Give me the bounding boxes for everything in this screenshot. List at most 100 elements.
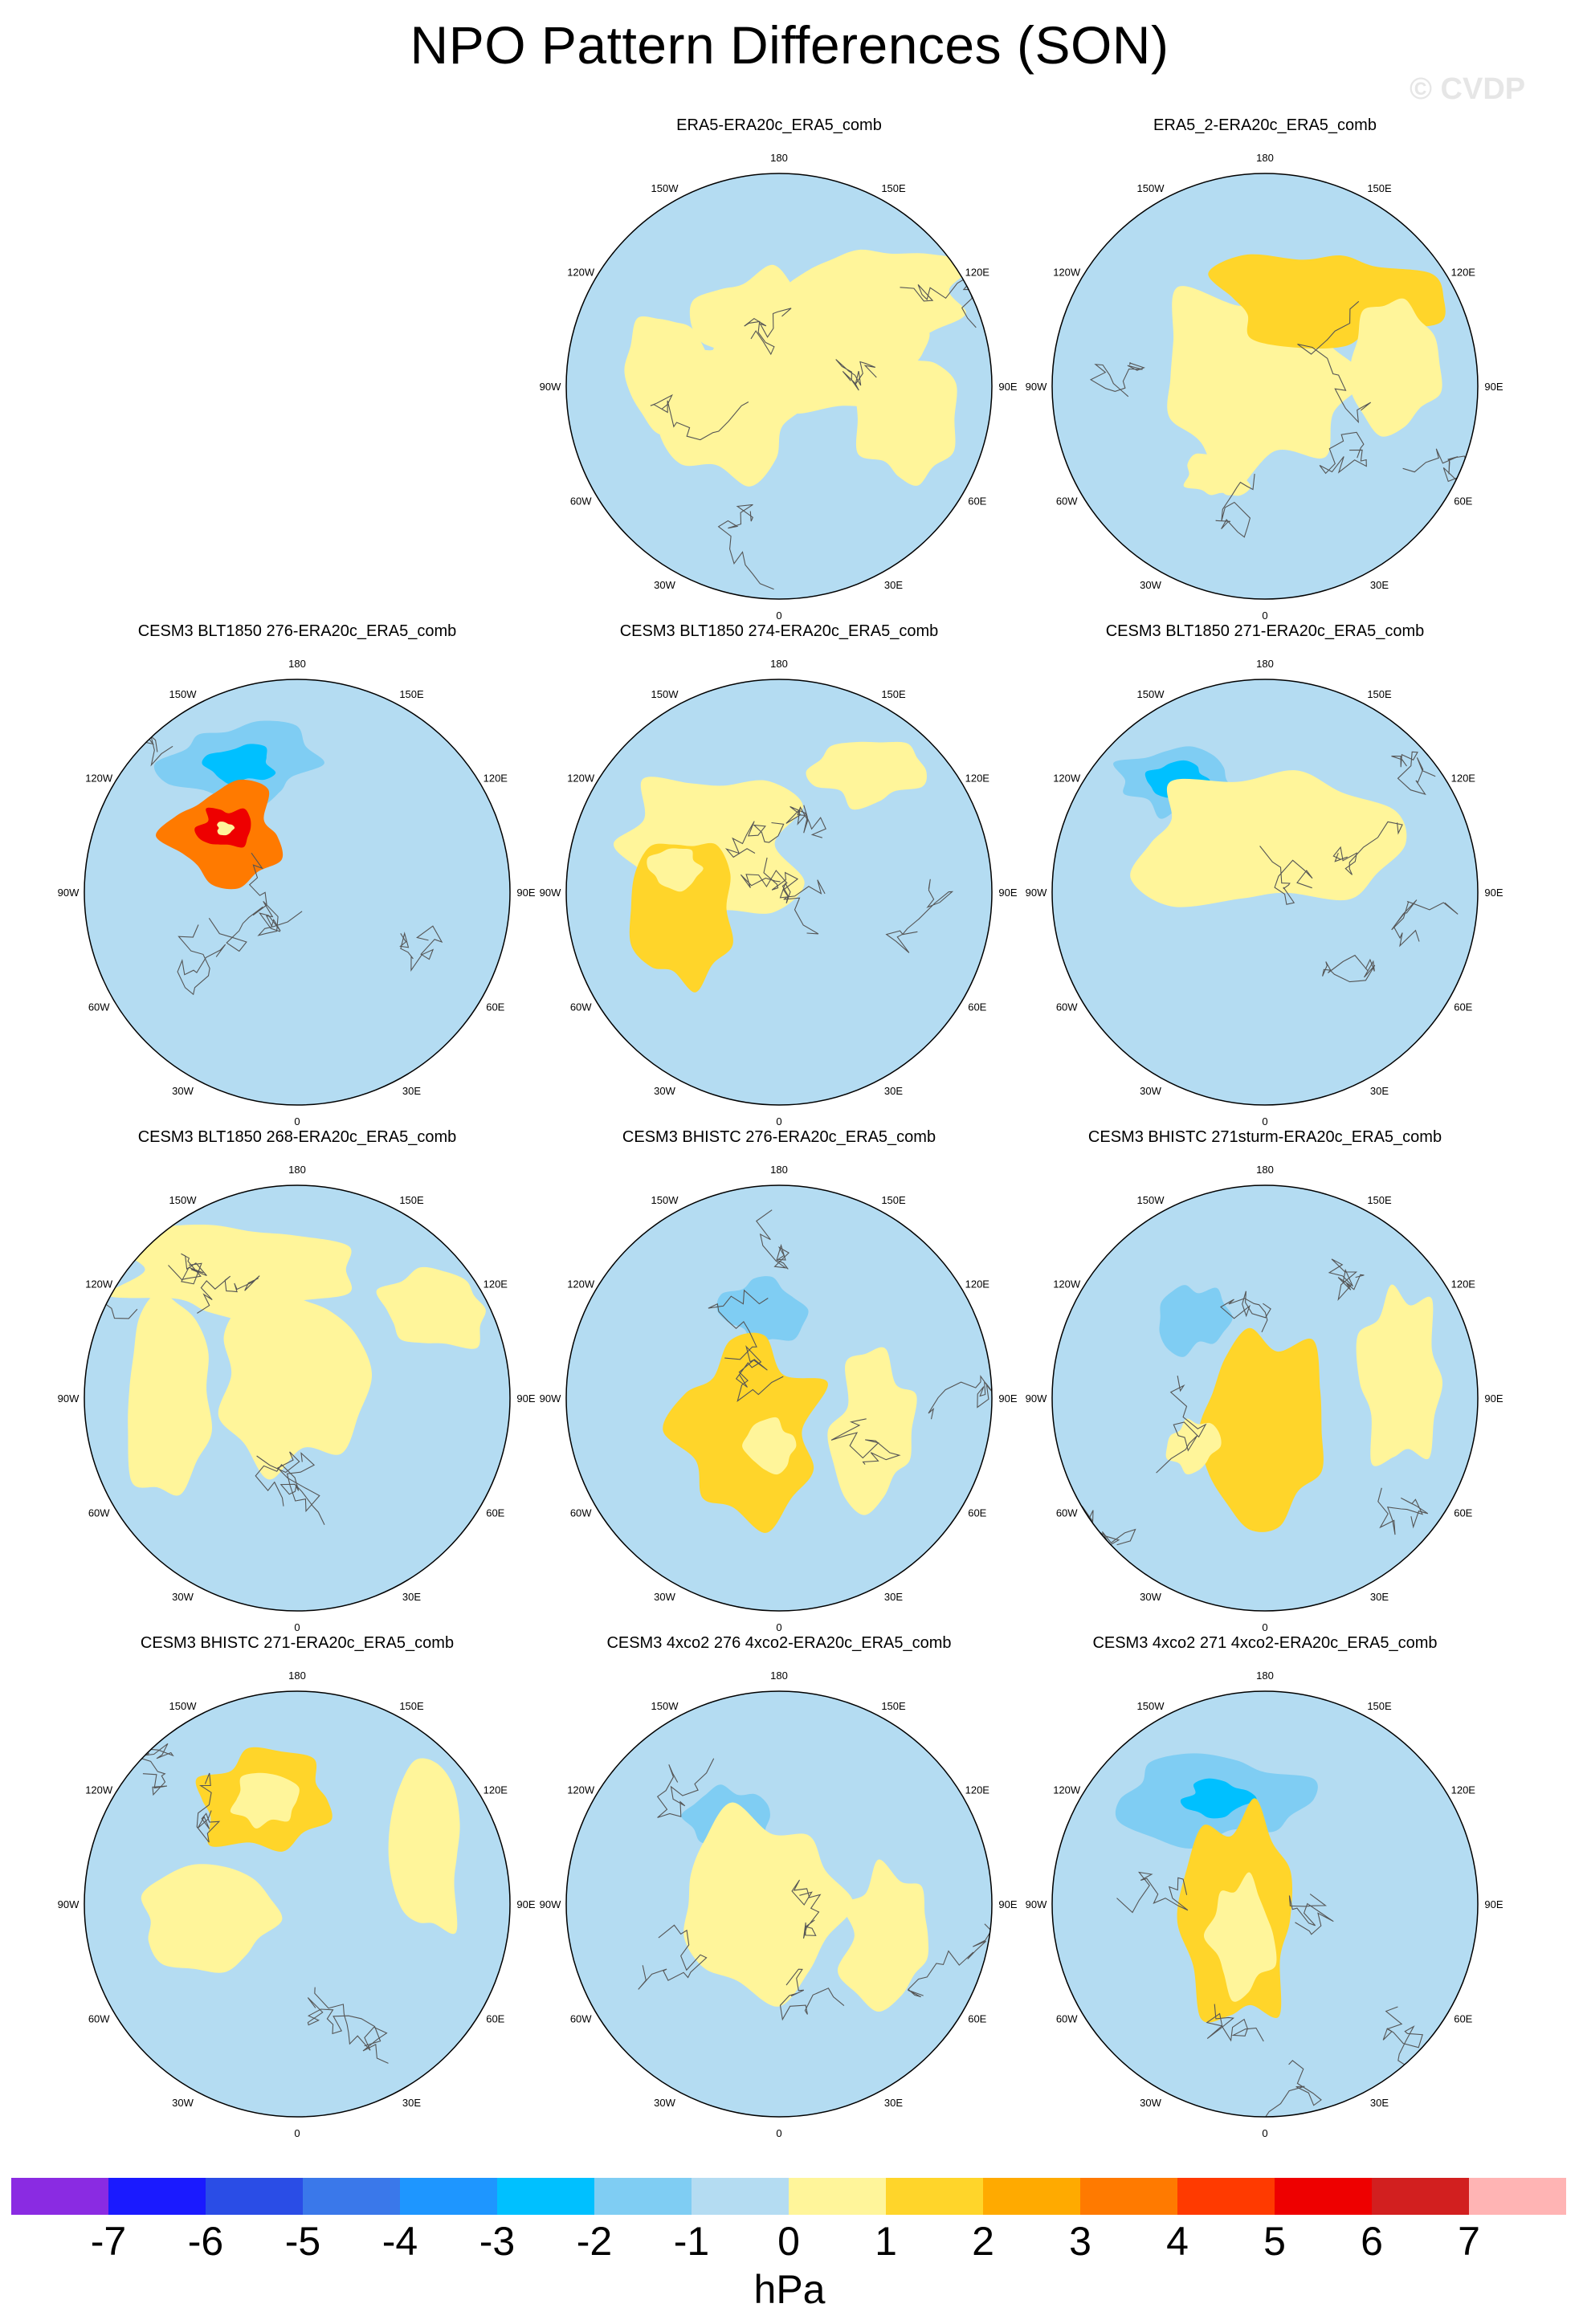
longitude-label: 150W bbox=[651, 1700, 679, 1712]
contour-region bbox=[855, 347, 957, 486]
longitude-label: 30W bbox=[1140, 2097, 1161, 2109]
longitude-label: 90W bbox=[58, 887, 80, 899]
map-panel: CESM3 BHISTC 271-ERA20c_ERA5_comb 180 150E… bbox=[48, 1634, 546, 2148]
longitude-label: 180 bbox=[770, 1670, 788, 1682]
longitude-label: 150W bbox=[169, 1700, 198, 1712]
longitude-label: 0 bbox=[1262, 610, 1267, 622]
contour-region bbox=[806, 741, 927, 810]
longitude-label: 60E bbox=[486, 2013, 504, 2025]
colorbar-tick-label: 3 bbox=[1069, 2219, 1091, 2264]
map-panel: CESM3 4xco2 271 4xco2-ERA20c_ERA5_comb 18… bbox=[1016, 1634, 1514, 2148]
map-panel: CESM3 BHISTC 271sturm-ERA20c_ERA5_comb 18… bbox=[1016, 1128, 1514, 1642]
longitude-label: 90W bbox=[1026, 1898, 1047, 1910]
map-panel: CESM3 BLT1850 271-ERA20c_ERA5_comb 180 150… bbox=[1016, 622, 1514, 1136]
map-border bbox=[565, 679, 993, 1106]
map-border bbox=[84, 1184, 511, 1612]
polar-map: 180 150E 120E 90E 60E 30E 0 30W 60W 90W 120W 150W bbox=[58, 1670, 536, 2139]
polar-map: 180 150E 120E 90E 60E 30E 0 30W 60W 90W 120W 150W bbox=[1026, 152, 1504, 622]
longitude-label: 60E bbox=[1454, 1001, 1472, 1013]
panel-title: CESM3 BLT1850 274-ERA20c_ERA5_comb bbox=[619, 622, 939, 640]
contour-region bbox=[629, 842, 733, 993]
longitude-label: 150W bbox=[1137, 182, 1165, 194]
longitude-label: 0 bbox=[294, 1621, 300, 1633]
contour-region bbox=[388, 1758, 460, 1935]
contour-region bbox=[1165, 1418, 1222, 1474]
colorbar-swatch bbox=[108, 2178, 206, 2215]
coastline bbox=[740, 870, 819, 935]
colorbar-tick-label: -2 bbox=[576, 2219, 613, 2264]
longitude-label: 30W bbox=[172, 1085, 194, 1097]
map-border bbox=[565, 1184, 993, 1612]
colorbar-swatch bbox=[1469, 2178, 1566, 2215]
coastline bbox=[908, 1923, 992, 1998]
coastline bbox=[1297, 300, 1372, 424]
coastline bbox=[1377, 1487, 1429, 1535]
longitude-label: 30W bbox=[1140, 1591, 1161, 1603]
longitude-label: 180 bbox=[288, 1670, 306, 1682]
longitude-label: 60E bbox=[486, 1001, 504, 1013]
longitude-label: 120W bbox=[567, 773, 595, 785]
coastline bbox=[1259, 846, 1313, 905]
longitude-label: 120W bbox=[85, 1278, 113, 1290]
longitude-label: 30W bbox=[654, 1085, 675, 1097]
longitude-label: 90E bbox=[1484, 887, 1503, 899]
longitude-label: 150E bbox=[1367, 1700, 1392, 1712]
longitude-label: 150W bbox=[651, 1194, 679, 1206]
colorbar-tick-label: -4 bbox=[381, 2219, 418, 2264]
contour-region bbox=[663, 1332, 828, 1533]
longitude-label: 90W bbox=[58, 1392, 80, 1405]
map-border bbox=[1051, 1690, 1479, 2118]
longitude-label: 60W bbox=[570, 1001, 592, 1013]
longitude-label: 90W bbox=[540, 381, 561, 393]
coastline bbox=[1116, 1871, 1189, 1914]
longitude-label: 0 bbox=[776, 1115, 781, 1127]
longitude-label: 120W bbox=[567, 1278, 595, 1290]
colorbar-swatch bbox=[1275, 2178, 1372, 2215]
contour-region bbox=[1180, 1778, 1257, 1819]
map-border bbox=[565, 1690, 993, 2118]
coastline bbox=[168, 1253, 207, 1285]
coastline bbox=[399, 925, 443, 972]
longitude-label: 150E bbox=[1367, 1194, 1392, 1206]
map-panel: ERA5-ERA20c_ERA5_comb 180 150E 120E 90E 60E 30… bbox=[530, 116, 1028, 630]
contour-region bbox=[1203, 1872, 1277, 2002]
map-panel: ERA5_2-ERA20c_ERA5_comb 180 150E 120E 90E 60E… bbox=[1016, 116, 1514, 630]
longitude-label: 60W bbox=[88, 1507, 110, 1519]
coastline bbox=[638, 1924, 708, 1990]
coastline bbox=[900, 267, 977, 328]
colorbar-ticks: -7 -6 -5 -4 -3 -2 -1 0 1 2 3 4 5 6 7 bbox=[11, 2218, 1566, 2269]
colorbar-tick-label: 6 bbox=[1361, 2219, 1383, 2264]
coastline bbox=[735, 1345, 784, 1402]
contour-region bbox=[1356, 1284, 1443, 1466]
contour-region bbox=[827, 1347, 917, 1515]
longitude-label: 150W bbox=[1137, 1700, 1165, 1712]
longitude-label: 60E bbox=[968, 2013, 986, 2025]
colorbar-tick-label: 0 bbox=[777, 2219, 800, 2264]
panel-title: CESM3 BLT1850 271-ERA20c_ERA5_comb bbox=[1105, 622, 1425, 640]
coastline bbox=[1215, 474, 1255, 538]
longitude-label: 30W bbox=[654, 1591, 675, 1603]
longitude-label: 150W bbox=[651, 688, 679, 700]
coastline bbox=[650, 393, 749, 441]
map-border bbox=[1051, 173, 1479, 600]
longitude-label: 30E bbox=[402, 1591, 421, 1603]
longitude-label: 120E bbox=[965, 773, 990, 785]
map-border bbox=[84, 1690, 511, 2118]
coastline bbox=[1089, 362, 1145, 398]
polar-map: 180 150E 120E 90E 60E 30E 0 30W 60W 90W 120W 150W bbox=[1026, 1164, 1504, 1633]
coastline bbox=[656, 1758, 715, 1818]
longitude-label: 90W bbox=[58, 1898, 80, 1910]
coastline bbox=[744, 308, 792, 356]
coastline bbox=[314, 1987, 389, 2064]
panel-title: ERA5-ERA20c_ERA5_comb bbox=[676, 116, 882, 134]
coastline bbox=[708, 1289, 769, 1360]
coastline bbox=[763, 857, 826, 903]
colorbar-swatch bbox=[11, 2178, 108, 2215]
longitude-label: 30W bbox=[172, 2097, 194, 2109]
longitude-label: 60E bbox=[968, 1001, 986, 1013]
coastline bbox=[885, 879, 954, 953]
longitude-label: 150E bbox=[881, 1194, 906, 1206]
longitude-label: 60E bbox=[968, 495, 986, 508]
coastline bbox=[717, 504, 774, 590]
longitude-label: 150E bbox=[1367, 182, 1392, 194]
